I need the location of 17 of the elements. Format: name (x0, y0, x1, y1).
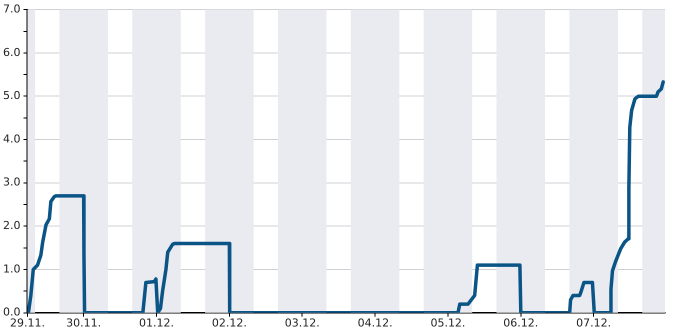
y-tick-label: 6.0 (2, 46, 20, 59)
y-tick-label: 5.0 (2, 89, 20, 102)
y-tick-label: 7.0 (2, 2, 20, 16)
y-tick-label: 0.0 (2, 306, 20, 319)
x-tick-label: 02.12. (212, 316, 247, 330)
y-tick-label: 2.0 (2, 219, 20, 232)
y-tick-label: 1.0 (2, 262, 20, 276)
x-tick-label: 07.12. (576, 316, 612, 330)
x-tick-label: 04.12. (358, 316, 393, 330)
x-tick-label: 01.12. (139, 316, 174, 330)
x-tick-label: 03.12. (284, 316, 320, 330)
y-tick-label: 3.0 (2, 176, 20, 189)
y-tick-label: 4.0 (2, 132, 20, 146)
x-tick-label: 29.11. (10, 316, 45, 330)
x-tick-label: 05.12. (430, 316, 466, 330)
x-tick-label: 06.12. (503, 316, 538, 330)
x-tick-label: 30.11. (66, 316, 102, 330)
